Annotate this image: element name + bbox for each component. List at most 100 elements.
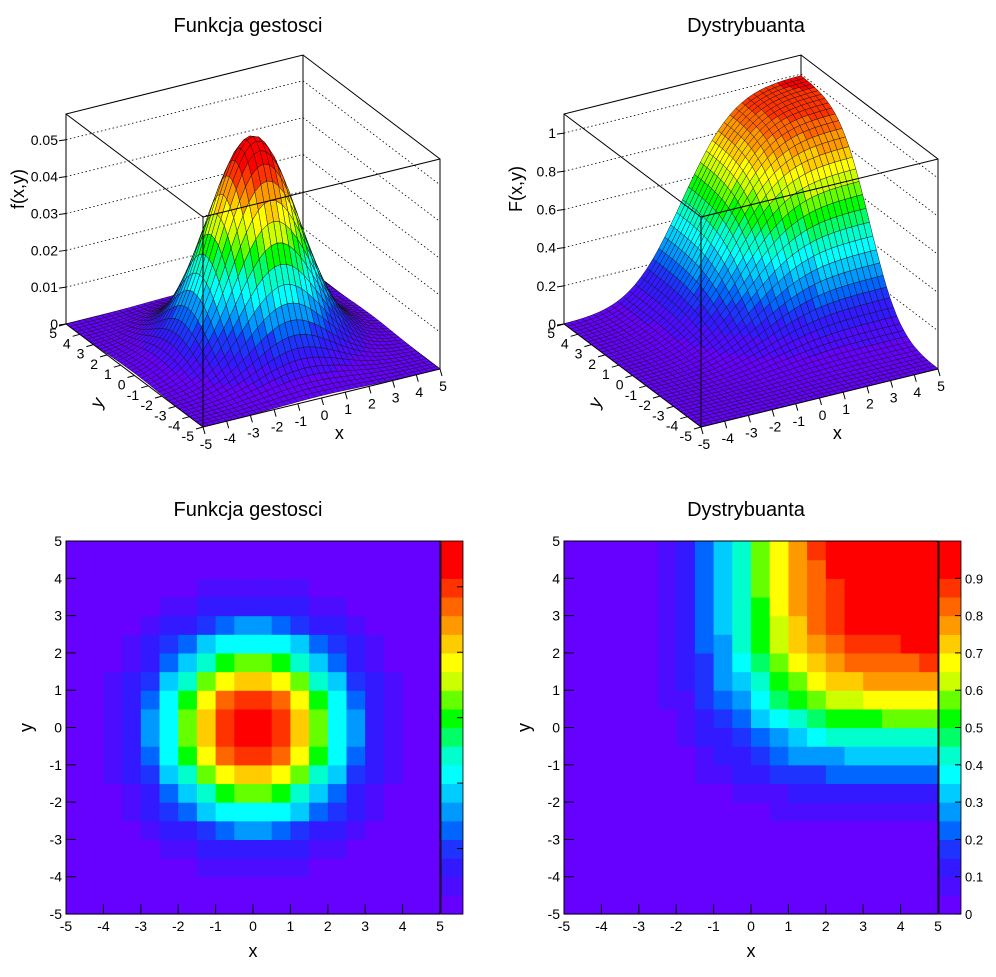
density-surface-ytick xyxy=(128,376,135,378)
density-heatmap-cell xyxy=(178,690,197,709)
density-heatmap-cell xyxy=(197,877,216,896)
cdf-heatmap-cell xyxy=(845,541,864,560)
density-heatmap-ytick-label: 5 xyxy=(54,533,62,549)
cdf-heatmap-cell xyxy=(714,746,733,765)
density-heatmap-cell xyxy=(234,821,253,840)
cdf-heatmap-cell xyxy=(601,728,620,747)
cdf-heatmap-colorbar-label: 0.4 xyxy=(965,758,983,773)
density-heatmap-cell xyxy=(197,802,216,821)
density-surface-xtick xyxy=(345,392,347,399)
cdf-heatmap-cell xyxy=(770,802,789,821)
cdf-heatmap-cell xyxy=(863,709,882,728)
cdf-heatmap-cell xyxy=(695,746,714,765)
cdf-heatmap-cell xyxy=(845,895,864,914)
cdf-heatmap-cell xyxy=(788,578,807,597)
cdf-heatmap-cell xyxy=(583,709,602,728)
cdf-heatmap-cell xyxy=(919,877,938,896)
density-heatmap-cell xyxy=(403,560,422,579)
cdf-heatmap-cell xyxy=(751,690,770,709)
cdf-surface-ytick xyxy=(584,345,591,347)
cdf-heatmap-cell xyxy=(788,728,807,747)
density-heatmap-cell xyxy=(216,877,235,896)
cdf-heatmap-cell xyxy=(845,690,864,709)
density-heatmap-cell xyxy=(253,616,272,635)
cdf-heatmap-cell xyxy=(751,839,770,858)
density-heatmap-cell xyxy=(103,690,122,709)
cdf-surface-xtick-label: 1 xyxy=(842,401,850,417)
cdf-heatmap-cell xyxy=(583,728,602,747)
cdf-surface-ytick-label: 1 xyxy=(602,366,610,382)
cdf-heatmap-cell xyxy=(826,821,845,840)
cdf-surface-ytick xyxy=(639,386,646,388)
density-surface-xtick-label: 1 xyxy=(344,401,352,417)
density-heatmap-cell xyxy=(403,802,422,821)
density-heatmap-cell xyxy=(160,783,179,802)
density-heatmap-cell xyxy=(309,746,328,765)
density-heatmap-cell xyxy=(160,672,179,691)
density-heatmap-cell xyxy=(421,634,440,653)
cdf-heatmap-cell xyxy=(901,858,920,877)
cdf-heatmap-cell xyxy=(732,765,751,784)
density-heatmap-cell xyxy=(103,578,122,597)
density-heatmap-cell xyxy=(272,765,291,784)
cdf-heatmap-cell xyxy=(658,690,677,709)
density-heatmap-cell xyxy=(421,746,440,765)
cdf-heatmap-cell xyxy=(564,746,583,765)
density-heatmap-cell xyxy=(421,728,440,747)
density-heatmap-cell xyxy=(328,746,347,765)
density-surface-xtick xyxy=(227,421,229,428)
cdf-surface-xlabel: x xyxy=(833,423,842,443)
density-heatmap-cell xyxy=(234,672,253,691)
cdf-heatmap-cell xyxy=(639,709,658,728)
density-heatmap-cell xyxy=(253,690,272,709)
cdf-heatmap-cell xyxy=(564,690,583,709)
density-heatmap-cell xyxy=(197,672,216,691)
cdf-heatmap-cell xyxy=(788,802,807,821)
density-heatmap-cell xyxy=(85,783,104,802)
density-heatmap-cell xyxy=(253,653,272,672)
density-heatmap-cell xyxy=(160,839,179,858)
cdf-heatmap-cell xyxy=(620,597,639,616)
density-heatmap-cell xyxy=(103,728,122,747)
density-surface-xtick-label: -2 xyxy=(271,419,284,435)
cdf-heatmap-cell xyxy=(919,616,938,635)
cdf-heatmap-cell xyxy=(882,877,901,896)
density-heatmap-cell xyxy=(85,746,104,765)
density-heatmap-cell xyxy=(234,783,253,802)
cdf-heatmap-cell xyxy=(564,858,583,877)
cdf-heatmap-cell xyxy=(901,653,920,672)
density-heatmap-colorbar-swatch xyxy=(441,877,463,896)
cdf-heatmap-cell xyxy=(695,634,714,653)
cdf-heatmap-cell xyxy=(620,728,639,747)
cdf-heatmap-cell xyxy=(714,560,733,579)
cdf-heatmap-cell xyxy=(658,634,677,653)
density-heatmap-cell xyxy=(103,616,122,635)
cdf-heatmap-cell xyxy=(919,783,938,802)
density-heatmap-cell xyxy=(309,597,328,616)
density-surface-xtick-label: 3 xyxy=(392,390,400,406)
cdf-surface-box-top-left xyxy=(564,114,701,217)
cdf-heatmap-cell xyxy=(863,653,882,672)
density-surface-ytick xyxy=(114,365,121,367)
cdf-heatmap-cell xyxy=(863,765,882,784)
cdf-surface-xtick xyxy=(701,427,703,434)
density-heatmap-cell xyxy=(290,578,309,597)
cdf-heatmap-cell xyxy=(620,783,639,802)
cdf-heatmap-cell xyxy=(770,634,789,653)
cdf-heatmap-cell xyxy=(845,746,864,765)
cdf-heatmap-cell xyxy=(882,578,901,597)
cdf-heatmap-cell xyxy=(583,746,602,765)
density-heatmap-cell xyxy=(290,821,309,840)
density-heatmap-cell xyxy=(103,858,122,877)
cdf-heatmap-colorbar-label: 0.6 xyxy=(965,683,983,698)
density-heatmap-cell xyxy=(122,783,141,802)
density-surface-xtick xyxy=(369,386,371,393)
density-heatmap-xtick-label: 0 xyxy=(249,918,257,934)
cdf-heatmap-cell xyxy=(564,616,583,635)
density-heatmap-cell xyxy=(216,560,235,579)
cdf-heatmap-cell xyxy=(807,690,826,709)
cdf-heatmap-cell xyxy=(901,877,920,896)
cdf-heatmap-cell xyxy=(639,746,658,765)
